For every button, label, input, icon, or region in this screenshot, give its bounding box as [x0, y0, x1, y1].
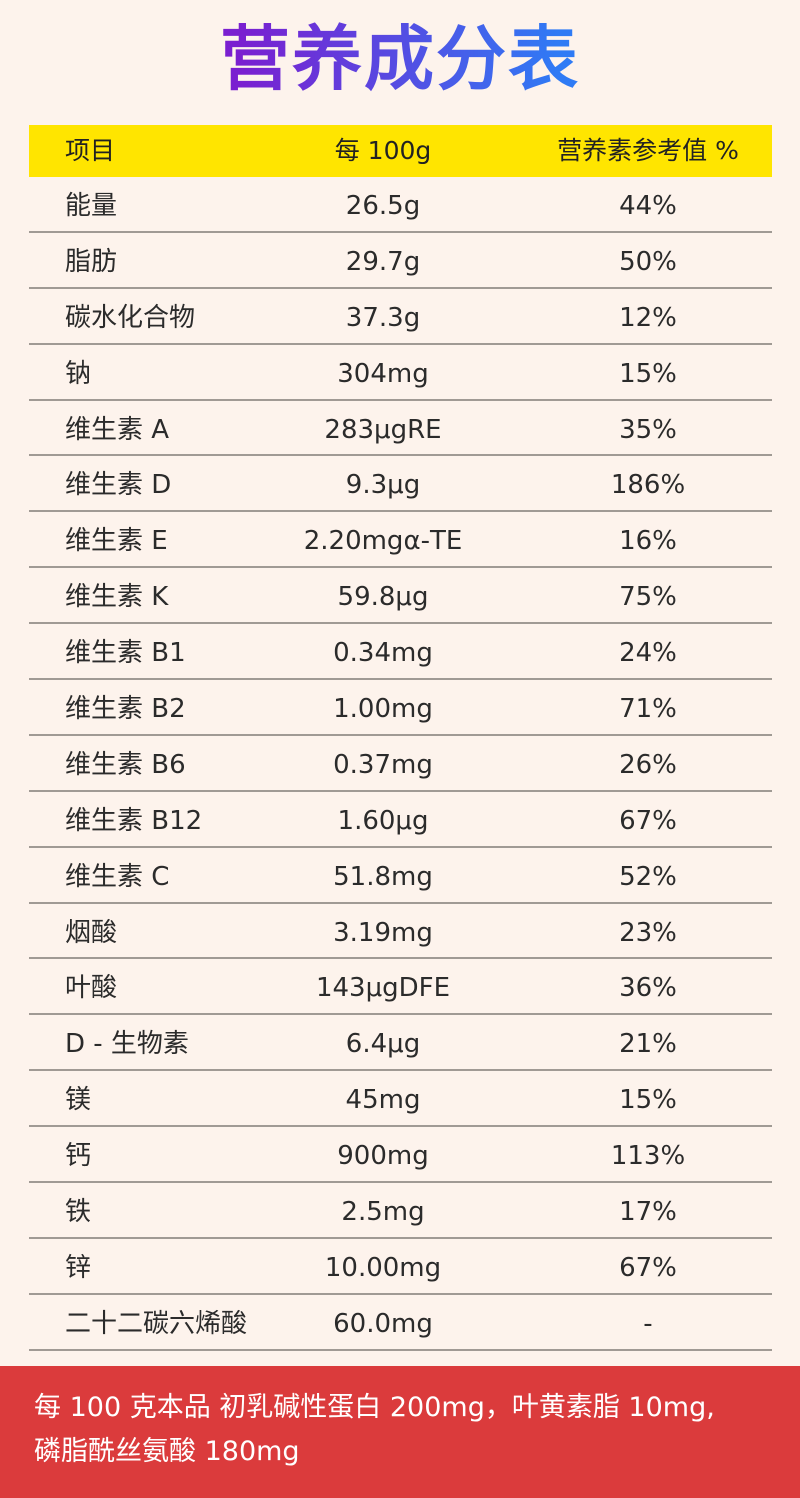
nutrient-name: 烟酸: [65, 917, 118, 948]
nutrient-name: 维生素 K: [65, 582, 169, 613]
nutrient-name: 维生素 A: [65, 414, 170, 445]
amount-per-100g: 283μgRE: [324, 414, 442, 445]
table-row: 维生素 B2 1.00mg 71%: [29, 680, 772, 736]
table-row: 铁 2.5mg 17%: [29, 1183, 772, 1239]
nrv-percent: 15%: [619, 358, 677, 389]
nutrient-name: 维生素 B6: [65, 749, 186, 780]
nrv-percent: 67%: [619, 1252, 677, 1283]
header-nrv: 营养素参考值 %: [557, 136, 739, 165]
nrv-percent: 17%: [619, 1197, 677, 1228]
nutrient-name: 铁: [65, 1197, 92, 1228]
nutrient-name: 维生素 D: [65, 470, 172, 501]
table-row: 锌 10.00mg 67%: [29, 1239, 772, 1295]
table-row: 二十二碳六烯酸 60.0mg -: [29, 1295, 772, 1351]
nrv-percent: 186%: [610, 470, 686, 501]
footnote-banner: 每 100 克本品 初乳碱性蛋白 200mg，叶黄素脂 10mg, 磷脂酰丝氨酸…: [0, 1366, 800, 1498]
table-row: 烟酸 3.19mg 23%: [29, 904, 772, 960]
table-row: 维生素 B1 0.34mg 24%: [29, 624, 772, 681]
amount-per-100g: 45mg: [345, 1085, 421, 1116]
amount-per-100g: 10.00mg: [324, 1252, 442, 1283]
nutrient-name: D - 生物素: [65, 1029, 189, 1060]
nutrient-name: 维生素 B2: [65, 694, 186, 725]
table-row: 维生素 E 2.20mgα-TE 16%: [29, 512, 772, 569]
nrv-percent: 23%: [619, 917, 677, 948]
nrv-percent: -: [643, 1308, 653, 1339]
amount-per-100g: 59.8μg: [337, 582, 429, 613]
nrv-percent: 15%: [619, 1085, 677, 1116]
table-row: 维生素 K 59.8μg 75%: [29, 568, 772, 625]
nutrient-name: 钙: [65, 1141, 92, 1172]
nutrient-name: 锌: [65, 1252, 92, 1283]
nutrient-name: 维生素 B12: [65, 805, 203, 836]
nutrient-name: 叶酸: [65, 973, 118, 1004]
table-row: 维生素 B6 0.37mg 26%: [29, 736, 772, 792]
table-header: 项目 每 100g 营养素参考值 %: [29, 125, 772, 177]
amount-per-100g: 51.8mg: [333, 861, 433, 892]
nrv-percent: 113%: [610, 1141, 686, 1172]
table-row: 维生素 D 9.3μg 186%: [29, 456, 772, 513]
nrv-percent: 67%: [619, 805, 677, 836]
amount-per-100g: 1.00mg: [333, 694, 433, 725]
amount-per-100g: 9.3μg: [345, 470, 421, 501]
nutrient-name: 维生素 B1: [65, 638, 186, 669]
nrv-percent: 36%: [619, 973, 677, 1004]
nrv-percent: 52%: [619, 861, 677, 892]
footnote-line-2: 磷脂酰丝氨酸 180mg: [34, 1436, 300, 1467]
table-row: D - 生物素 6.4μg 21%: [29, 1015, 772, 1072]
nutrient-name: 维生素 C: [65, 861, 170, 892]
nrv-percent: 50%: [619, 246, 677, 277]
table-row: 镁 45mg 15%: [29, 1071, 772, 1128]
amount-per-100g: 0.34mg: [333, 638, 433, 669]
nrv-percent: 35%: [619, 414, 677, 445]
table-row: 能量 26.5g 44%: [29, 177, 772, 233]
table-row: 碳水化合物 37.3g 12%: [29, 289, 772, 345]
amount-per-100g: 60.0mg: [333, 1308, 433, 1339]
amount-per-100g: 1.60μg: [337, 805, 429, 836]
nutrient-name: 钠: [65, 358, 92, 389]
amount-per-100g: 2.20mgα-TE: [303, 526, 463, 557]
nutrient-name: 维生素 E: [65, 526, 168, 557]
table-row: 维生素 B12 1.60μg 67%: [29, 792, 772, 848]
table-row: 维生素 C 51.8mg 52%: [29, 848, 772, 904]
amount-per-100g: 0.37mg: [333, 749, 433, 780]
amount-per-100g: 29.7g: [345, 246, 421, 277]
nutrient-name: 脂肪: [65, 246, 118, 277]
nrv-percent: 12%: [619, 302, 677, 333]
header-item: 项目: [65, 136, 116, 165]
nutrition-table: 能量 26.5g 44% 脂肪 29.7g 50% 碳水化合物 37.3g 12% 钠 304mg 1…: [29, 177, 772, 1351]
nutrient-name: 能量: [65, 191, 118, 221]
nrv-percent: 21%: [619, 1029, 677, 1060]
amount-per-100g: 2.5mg: [341, 1197, 425, 1228]
page-title: 营养成分表: [0, 14, 800, 104]
table-row: 钠 304mg 15%: [29, 345, 772, 401]
nrv-percent: 26%: [619, 749, 677, 780]
nrv-percent: 16%: [619, 526, 677, 557]
nrv-percent: 24%: [619, 638, 677, 669]
nrv-percent: 71%: [619, 694, 677, 725]
table-row: 钙 900mg 113%: [29, 1127, 772, 1184]
nutrient-name: 二十二碳六烯酸: [65, 1308, 248, 1339]
amount-per-100g: 3.19mg: [333, 917, 433, 948]
footnote-line-1: 每 100 克本品 初乳碱性蛋白 200mg，叶黄素脂 10mg,: [34, 1392, 715, 1423]
nrv-percent: 75%: [619, 582, 677, 613]
amount-per-100g: 143μgDFE: [315, 973, 451, 1004]
table-row: 叶酸 143μgDFE 36%: [29, 959, 772, 1016]
amount-per-100g: 900mg: [337, 1141, 429, 1172]
amount-per-100g: 6.4μg: [345, 1029, 421, 1060]
nrv-percent: 44%: [619, 191, 677, 221]
nutrient-name: 镁: [65, 1085, 92, 1116]
header-per-100g: 每 100g: [334, 136, 432, 165]
table-row: 脂肪 29.7g 50%: [29, 233, 772, 289]
nutrient-name: 碳水化合物: [65, 302, 196, 333]
amount-per-100g: 26.5g: [345, 191, 421, 221]
table-row: 维生素 A 283μgRE 35%: [29, 401, 772, 457]
amount-per-100g: 37.3g: [345, 302, 421, 333]
amount-per-100g: 304mg: [337, 358, 429, 389]
